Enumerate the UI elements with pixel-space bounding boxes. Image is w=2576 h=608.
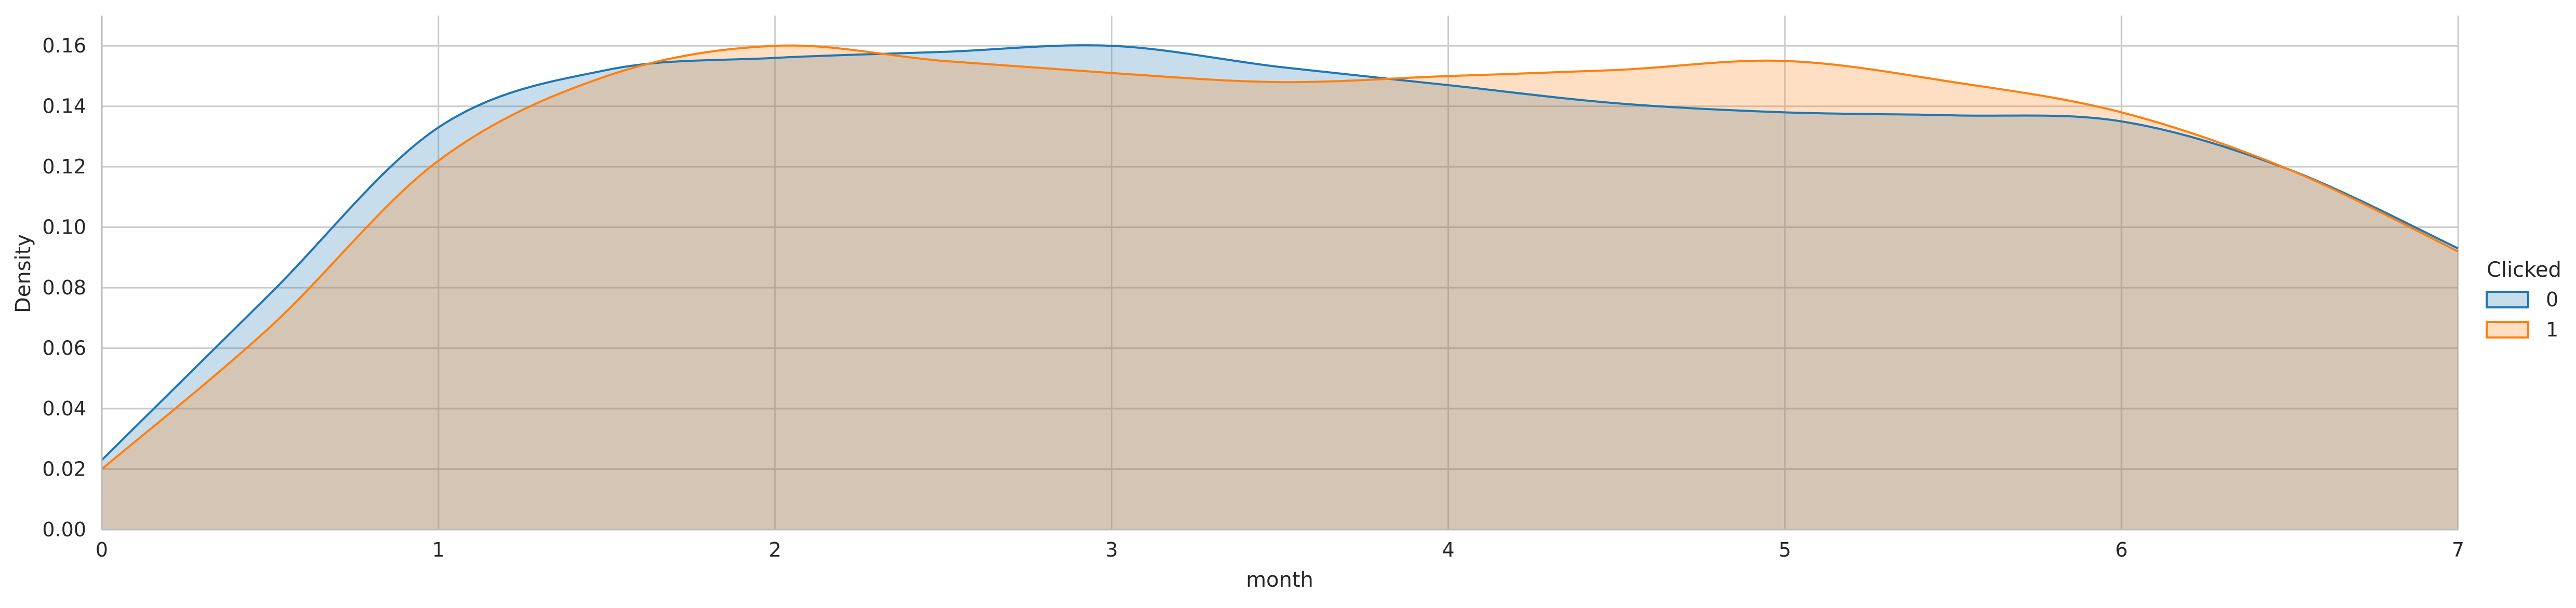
x-tick-label: 0 xyxy=(96,538,108,561)
x-axis-label: month xyxy=(1246,568,1313,592)
legend-title: Clicked xyxy=(2487,258,2561,282)
density-line-0 xyxy=(101,44,2459,461)
x-tick-label: 4 xyxy=(1442,538,1454,561)
y-tick-label: 0.12 xyxy=(42,155,86,178)
x-tick-label: 3 xyxy=(1105,538,1118,561)
y-tick-label: 0.02 xyxy=(42,458,86,481)
density-area-1 xyxy=(102,45,2458,530)
legend-swatch-1 xyxy=(2486,321,2529,339)
legend-label-1: 1 xyxy=(2546,318,2558,341)
x-tick-label: 1 xyxy=(432,538,445,561)
x-tick-label: 5 xyxy=(1779,538,1791,561)
y-tick-label: 0.16 xyxy=(42,34,86,57)
legend: Clicked 01 xyxy=(2486,258,2561,341)
y-tick-label: 0.10 xyxy=(42,216,86,239)
x-tick-label: 7 xyxy=(2452,538,2464,561)
y-tick-label: 0.00 xyxy=(42,518,86,541)
y-axis-label: Density xyxy=(11,234,35,313)
legend-label-0: 0 xyxy=(2546,288,2558,311)
density-area-0 xyxy=(102,45,2458,530)
legend-swatch-0 xyxy=(2486,291,2529,308)
density-areas xyxy=(102,45,2458,530)
grid xyxy=(101,16,2459,531)
y-tick-label: 0.14 xyxy=(42,95,86,118)
y-tick-label: 0.04 xyxy=(42,397,86,420)
axes xyxy=(101,16,2458,531)
legend-items: 01 xyxy=(2486,288,2558,341)
y-tick-label: 0.08 xyxy=(42,276,86,299)
x-tick-labels: 0 1 2 3 4 5 6 7 xyxy=(96,538,2464,561)
density-line-1 xyxy=(101,44,2459,470)
y-tick-labels: 0.00 0.02 0.04 0.06 0.08 0.10 0.12 0.14 0.16 xyxy=(42,34,86,541)
x-tick-label: 6 xyxy=(2115,538,2128,561)
x-tick-label: 2 xyxy=(769,538,781,561)
density-lines xyxy=(101,44,2459,470)
y-tick-label: 0.06 xyxy=(42,337,86,360)
